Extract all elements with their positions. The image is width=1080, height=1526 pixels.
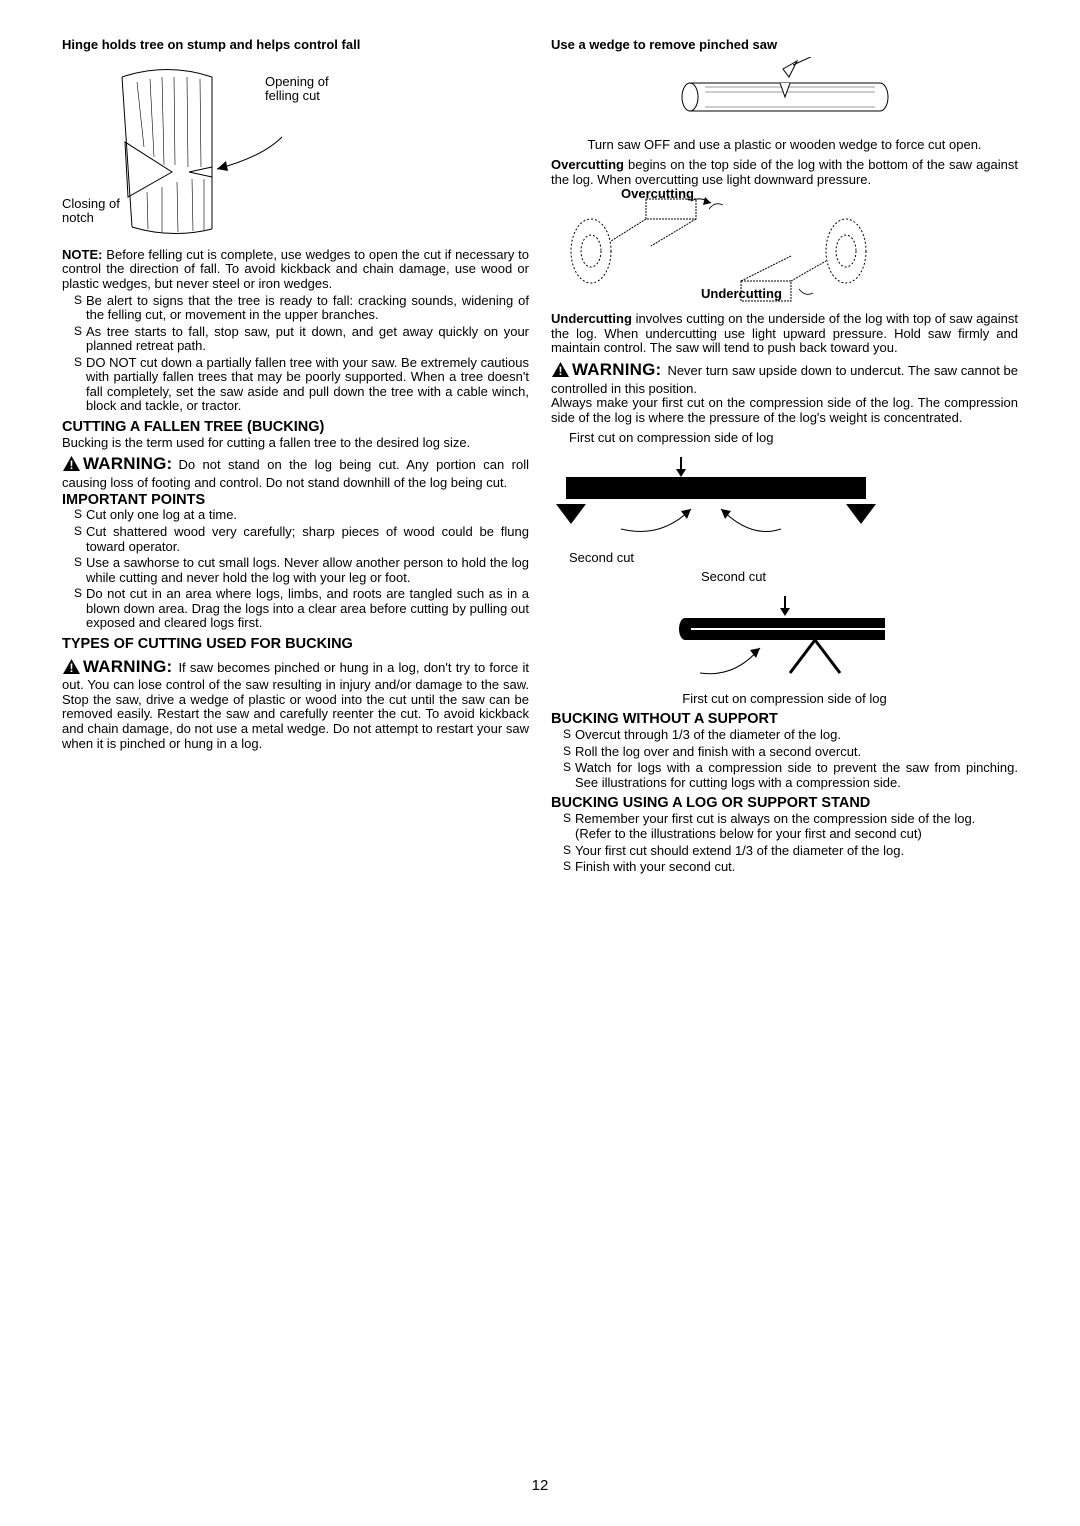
svg-text:!: ! xyxy=(70,458,74,472)
first-cut-label: First cut on compression side of log xyxy=(569,431,1018,445)
warning-label: WARNING: xyxy=(83,657,172,676)
second-cut-label-2: Second cut xyxy=(701,570,1018,584)
list-item: Cut only one log at a time. xyxy=(74,508,529,523)
list-item: Watch for logs with a compression side t… xyxy=(563,761,1018,790)
warning-icon: ! xyxy=(62,658,81,679)
hinge-caption: Hinge holds tree on stump and helps cont… xyxy=(62,38,529,53)
opening-label: Opening of felling cut xyxy=(265,75,335,104)
compression-illustration-2 xyxy=(665,588,905,683)
list-item: Cut shattered wood very carefully; sharp… xyxy=(74,525,529,554)
list-item: Do not cut in an area where logs, limbs,… xyxy=(74,587,529,631)
list-item: DO NOT cut down a partially fallen tree … xyxy=(74,356,529,414)
warning-bucking: ! WARNING:Do not stand on the log being … xyxy=(62,454,529,490)
warning-icon: ! xyxy=(551,361,570,382)
list-item: Use a sawhorse to cut small logs. Never … xyxy=(74,556,529,585)
left-column: Hinge holds tree on stump and helps cont… xyxy=(62,38,529,879)
overcutting-label: Overcutting xyxy=(621,187,694,201)
over-under-figure: Overcutting Undercutting xyxy=(551,191,1018,306)
list-item: Roll the log over and finish with a seco… xyxy=(563,745,1018,760)
two-column-layout: Hinge holds tree on stump and helps cont… xyxy=(62,38,1018,879)
warning-pinched: ! WARNING:If saw becomes pinched or hung… xyxy=(62,657,529,751)
list-item: Be alert to signs that the tree is ready… xyxy=(74,294,529,323)
wedge-caption: Use a wedge to remove pinched saw xyxy=(551,38,1018,53)
compression-illustration-1 xyxy=(551,449,881,544)
wedge-figure xyxy=(551,57,1018,132)
note-lead: NOTE: xyxy=(62,247,102,262)
overcutting-lead: Overcutting xyxy=(551,157,624,172)
undercutting-lead: Undercutting xyxy=(551,311,632,326)
list-item: Finish with your second cut. xyxy=(563,860,1018,875)
important-points-heading: IMPORTANT POINTS xyxy=(62,493,529,509)
list-item: Overcut through 1/3 of the diameter of t… xyxy=(563,728,1018,743)
compression-fig-2 xyxy=(551,588,1018,688)
list-item: Your first cut should extend 1/3 of the … xyxy=(563,844,1018,859)
note-body: Before felling cut is complete, use wedg… xyxy=(62,247,529,291)
list-item-sub: (Refer to the illustrations below for yo… xyxy=(575,826,922,841)
second-cut-label: Second cut xyxy=(569,551,1018,565)
types-cutting-heading: TYPES OF CUTTING USED FOR BUCKING xyxy=(62,637,529,653)
manual-page: Hinge holds tree on stump and helps cont… xyxy=(0,0,1080,1526)
warning-label: WARNING: xyxy=(572,360,661,379)
svg-text:!: ! xyxy=(559,364,563,378)
wedge-text: Turn saw OFF and use a plastic or wooden… xyxy=(551,138,1018,152)
list-item: As tree starts to fall, stop saw, put it… xyxy=(74,325,529,354)
svg-text:!: ! xyxy=(70,661,74,675)
warning-icon: ! xyxy=(62,455,81,476)
without-support-heading: BUCKING WITHOUT A SUPPORT xyxy=(551,712,1018,728)
list-item: Remember your first cut is always on the… xyxy=(563,812,1018,841)
undercutting-para: Undercutting involves cutting on the und… xyxy=(551,312,1018,356)
warning-upside-down: ! WARNING:Never turn saw upside down to … xyxy=(551,360,1018,396)
warning-label: WARNING: xyxy=(83,454,172,473)
wedge-illustration xyxy=(665,57,905,127)
support-stand-list: Remember your first cut is always on the… xyxy=(551,812,1018,874)
important-points-list: Cut only one log at a time. Cut shattere… xyxy=(62,508,529,630)
felling-cut-figure: Opening of felling cut Closing of notch xyxy=(62,57,529,242)
compression-text: Always make your first cut on the compre… xyxy=(551,396,1018,425)
note-text: NOTE: Before felling cut is complete, us… xyxy=(62,248,529,292)
closing-label: Closing of notch xyxy=(62,197,140,226)
first-cut-label-2: First cut on compression side of log xyxy=(551,692,1018,706)
page-number: 12 xyxy=(532,1477,549,1494)
felling-signs-list: Be alert to signs that the tree is ready… xyxy=(62,294,529,414)
support-stand-heading: BUCKING USING A LOG OR SUPPORT STAND xyxy=(551,796,1018,812)
right-column: Use a wedge to remove pinched saw Turn s… xyxy=(551,38,1018,879)
bucking-intro: Bucking is the term used for cutting a f… xyxy=(62,436,529,451)
list-item-text: Remember your first cut is always on the… xyxy=(575,811,975,826)
compression-fig-1 xyxy=(551,449,1018,549)
undercutting-label: Undercutting xyxy=(701,287,782,301)
bucking-heading: CUTTING A FALLEN TREE (BUCKING) xyxy=(62,420,529,436)
without-support-list: Overcut through 1/3 of the diameter of t… xyxy=(551,728,1018,790)
overcutting-para: Overcutting begins on the top side of th… xyxy=(551,158,1018,187)
